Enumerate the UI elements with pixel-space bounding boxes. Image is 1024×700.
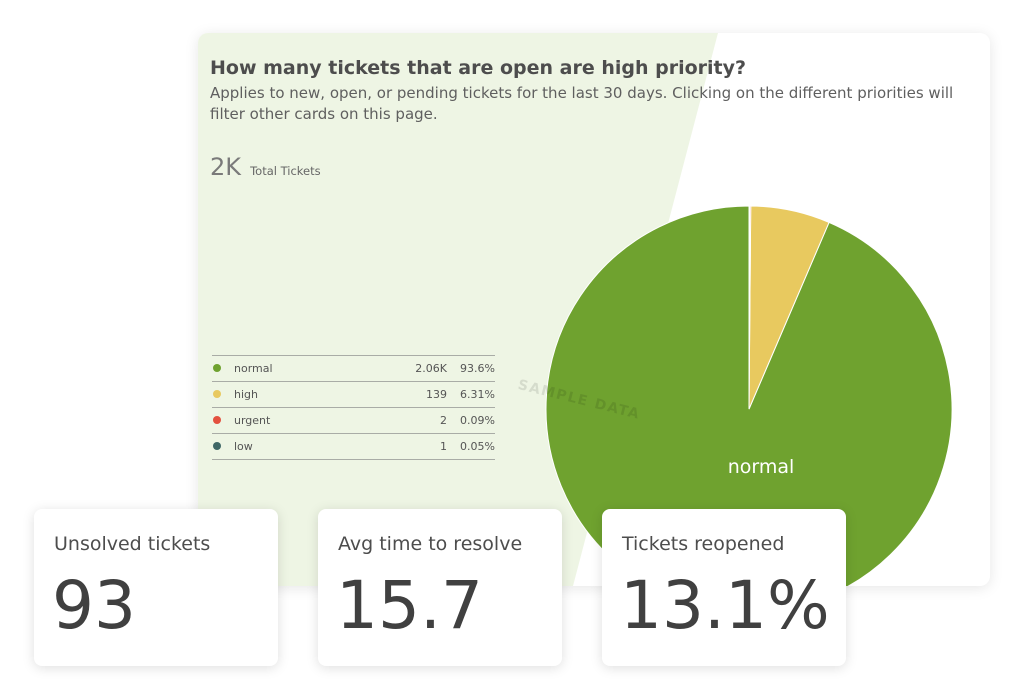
- card-description: Applies to new, open, or pending tickets…: [210, 84, 954, 123]
- legend-percent: 0.05%: [447, 433, 495, 460]
- stat-label: Avg time to resolve: [338, 533, 523, 555]
- stat-value: 15.7: [336, 567, 483, 644]
- total-tickets-label: Total Tickets: [250, 164, 321, 178]
- legend-count: 2.06K: [387, 355, 447, 382]
- pie-chart: normal: [545, 205, 953, 586]
- priority-card: How many tickets that are open are high …: [198, 33, 990, 586]
- legend-percent: 93.6%: [447, 355, 495, 382]
- pie-chart-area: normal: [198, 33, 990, 586]
- pie-slice-label-normal: normal: [728, 456, 795, 478]
- legend-count: 1: [387, 433, 447, 460]
- stat-label: Tickets reopened: [622, 533, 785, 555]
- legend-dot-normal: [213, 364, 221, 372]
- total-tickets-value: 2K: [210, 153, 242, 181]
- legend-dot-low: [213, 442, 221, 450]
- stat-label: Unsolved tickets: [54, 533, 211, 555]
- total-tickets: 2K Total Tickets: [210, 153, 321, 181]
- priority-legend: normal 2.06K 93.6% high 139 6.31% urgent…: [212, 355, 495, 460]
- legend-row-urgent[interactable]: urgent 2 0.09%: [212, 407, 495, 434]
- legend-row-high[interactable]: high 139 6.31%: [212, 381, 495, 408]
- legend-percent: 6.31%: [447, 381, 495, 408]
- legend-name: high: [234, 381, 387, 408]
- legend-name: urgent: [234, 407, 387, 434]
- card-title: How many tickets that are open are high …: [210, 57, 747, 79]
- pie-slice-low[interactable]: [748, 205, 751, 410]
- legend-row-low[interactable]: low 1 0.05%: [212, 433, 495, 460]
- legend-name: normal: [234, 355, 387, 382]
- legend-name: low: [234, 433, 387, 460]
- legend-count: 139: [387, 381, 447, 408]
- legend-dot-urgent: [213, 416, 221, 424]
- unsolved-tickets-card[interactable]: Unsolved tickets 93: [34, 509, 278, 666]
- legend-count: 2: [387, 407, 447, 434]
- legend-row-normal[interactable]: normal 2.06K 93.6%: [212, 355, 495, 382]
- legend-percent: 0.09%: [447, 407, 495, 434]
- stat-value: 13.1%: [620, 567, 830, 644]
- stat-value: 93: [52, 567, 136, 644]
- avg-time-to-resolve-card[interactable]: Avg time to resolve 15.7: [318, 509, 562, 666]
- legend-dot-high: [213, 390, 221, 398]
- tickets-reopened-card[interactable]: Tickets reopened 13.1%: [602, 509, 846, 666]
